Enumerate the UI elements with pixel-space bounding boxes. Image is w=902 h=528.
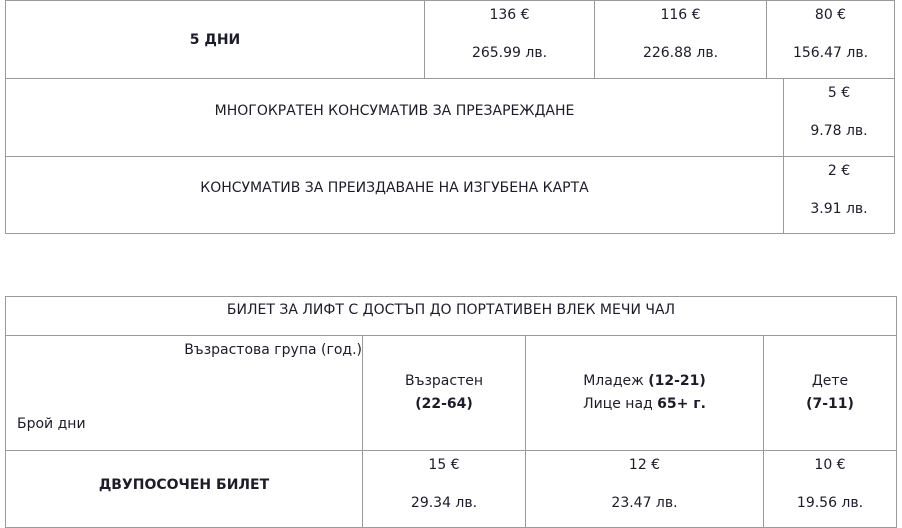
- header-child: Дете (7-11): [763, 335, 897, 451]
- price-bgn: 265.99 лв.: [471, 45, 548, 61]
- adult-label: Възрастен: [404, 373, 484, 389]
- header-corner: Възрастова група (год.) Брой дни: [5, 335, 363, 451]
- price-eur: 10 €: [814, 457, 846, 473]
- youth-label: Младеж: [583, 373, 644, 389]
- senior-label: Лице над: [583, 396, 653, 412]
- price-eur: 5 €: [827, 85, 851, 101]
- price-bgn: 3.91 лв.: [810, 201, 868, 217]
- price-cell: 2 € 3.91 лв.: [783, 156, 895, 234]
- row-label-lost-card: КОНСУМАТИВ ЗА ПРЕИЗДАВАНЕ НА ИЗГУБЕНА КА…: [5, 156, 784, 234]
- price-eur: 80 €: [814, 7, 847, 23]
- price-eur: 116 €: [660, 7, 701, 23]
- senior-age: 65+ г.: [657, 396, 706, 412]
- price-cell: 15 € 29.34 лв.: [362, 450, 526, 528]
- age-group-label: Възрастова група (год.): [184, 342, 362, 358]
- price-bgn: 226.88 лв.: [642, 45, 719, 61]
- price-cell: 12 € 23.47 лв.: [525, 450, 764, 528]
- header-adult: Възрастен (22-64): [362, 335, 526, 451]
- row-label-round-trip: ДВУПОСОЧЕН БИЛЕТ: [5, 450, 363, 528]
- price-bgn: 156.47 лв.: [792, 45, 869, 61]
- row-label-reusable: МНОГОКРАТЕН КОНСУМАТИВ ЗА ПРЕЗАРЕЖДАНЕ: [5, 78, 784, 157]
- header-youth: Младеж (12-21) Лице над 65+ г.: [525, 335, 764, 451]
- youth-range: (12-21): [648, 373, 706, 389]
- price-bgn: 9.78 лв.: [810, 123, 868, 139]
- days-label: Брой дни: [17, 416, 86, 432]
- price-cell: 136 € 265.99 лв.: [424, 0, 595, 79]
- price-eur: 136 €: [489, 7, 530, 23]
- price-cell: 80 € 156.47 лв.: [766, 0, 895, 79]
- table-title: БИЛЕТ ЗА ЛИФТ С ДОСТЪП ДО ПОРТАТИВЕН ВЛЕ…: [5, 296, 897, 336]
- price-cell: 10 € 19.56 лв.: [763, 450, 897, 528]
- child-range: (7-11): [806, 396, 854, 412]
- price-cell: 5 € 9.78 лв.: [783, 78, 895, 157]
- price-bgn: 19.56 лв.: [796, 495, 864, 511]
- price-bgn: 29.34 лв.: [410, 495, 478, 511]
- child-label: Дете: [811, 373, 849, 389]
- adult-range: (22-64): [415, 396, 473, 412]
- price-cell: 116 € 226.88 лв.: [594, 0, 767, 79]
- price-eur: 2 €: [827, 163, 851, 179]
- price-eur: 15 €: [428, 457, 460, 473]
- price-eur: 12 €: [628, 457, 661, 473]
- row-label-5-days: 5 ДНИ: [5, 0, 425, 79]
- price-bgn: 23.47 лв.: [611, 495, 678, 511]
